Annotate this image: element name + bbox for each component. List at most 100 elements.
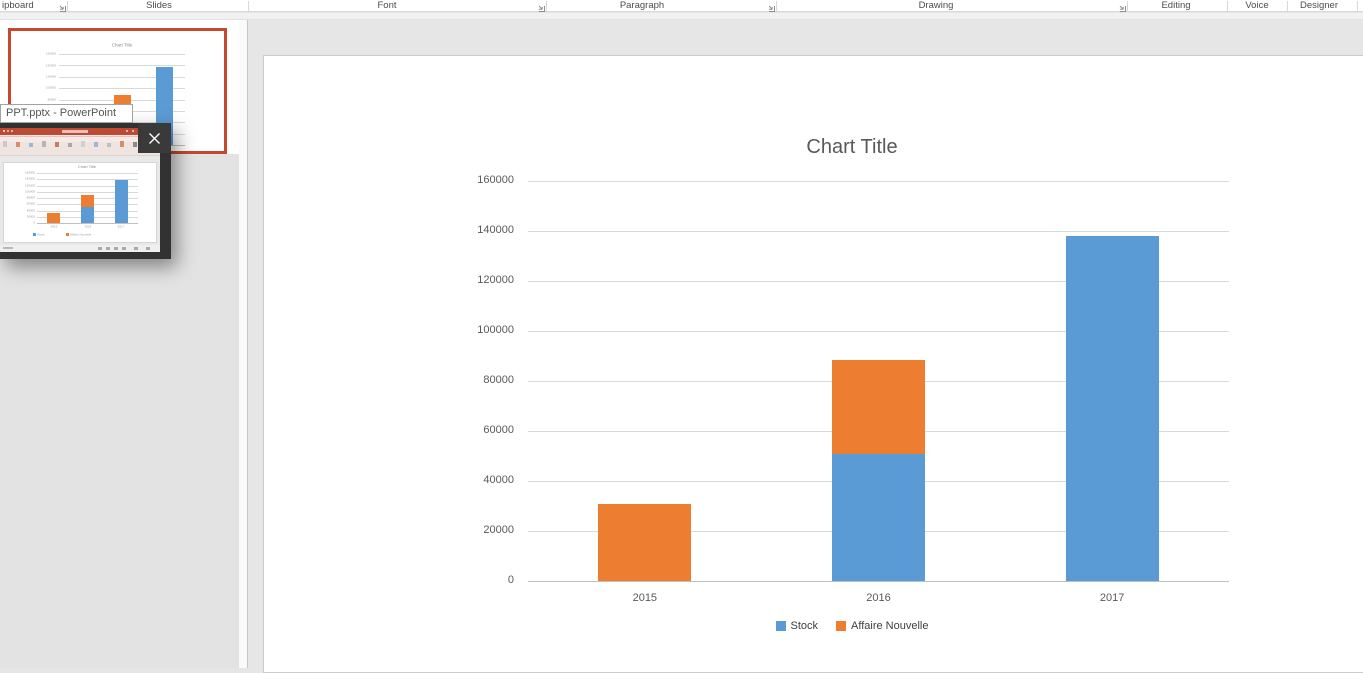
preview-decoration — [122, 247, 126, 250]
ribbon-group-label-editing: Editing — [1161, 0, 1191, 11]
thumbnail-pane-scrollbar[interactable] — [239, 20, 247, 668]
preview-close-button[interactable] — [138, 123, 171, 153]
preview-decoration — [7, 130, 9, 132]
y-axis-tick-label: 140000 — [477, 224, 514, 237]
ribbon-group-separator — [1287, 1, 1288, 11]
y-axis-tick-label: 160000 — [477, 174, 514, 187]
chart-gridline — [528, 181, 1229, 182]
y-axis-tick-label: 120000 — [477, 274, 514, 287]
legend-label: Stock — [790, 620, 819, 632]
chart-legend: Stock Affaire Nouvelle — [702, 620, 1002, 632]
y-axis-tick-label: 80000 — [26, 196, 35, 200]
chart-title: Chart Title — [77, 165, 97, 170]
y-axis-tick-label: 120000 — [24, 183, 35, 187]
bar-segment-stock[interactable] — [832, 453, 925, 581]
y-axis-tick-label: 0 — [33, 221, 35, 225]
legend-item-affaire-nouvelle: Affaire Nouvelle — [66, 229, 140, 240]
ribbon-group-label-voice: Voice — [1245, 0, 1269, 11]
legend-label: Affaire Nouvelle — [851, 620, 929, 632]
bar-segment-stock — [81, 207, 94, 223]
y-axis-tick-label: 140000 — [45, 63, 56, 67]
y-axis-tick-label: 20000 — [26, 214, 35, 219]
dialog-launcher-icon[interactable] — [1117, 1, 1128, 12]
ribbon-group-separator — [1127, 1, 1128, 11]
bar-segment-stock[interactable] — [1065, 236, 1159, 581]
ribbon-group-separator — [248, 1, 249, 11]
x-axis-category-label: 2016 — [84, 225, 91, 229]
taskbar-preview-popup[interactable]: Chart Title 0 20000 40000 60000 80000 100000 12… — [0, 123, 171, 259]
preview-decoration — [3, 141, 7, 147]
y-axis-tick-label: 60000 — [26, 202, 35, 206]
x-axis-category-label: 2016 — [866, 592, 891, 604]
y-axis-tick-label: 60000 — [483, 424, 514, 437]
y-axis-tick-label: 140000 — [24, 177, 35, 181]
ribbon-group-label-bar: ipboard Slides Font Paragraph Drawing Editing… — [0, 0, 1363, 12]
preview-decoration — [134, 247, 138, 250]
preview-ribbon — [0, 135, 160, 156]
bar-segment-affaire-nouvelle[interactable] — [598, 503, 692, 581]
legend-label: Affaire Nouvelle — [70, 232, 92, 237]
chart-gridline — [528, 281, 1229, 282]
chart-gridline — [528, 331, 1229, 332]
chart-gridline — [37, 191, 138, 193]
legend-swatch — [33, 233, 37, 236]
close-icon — [149, 132, 160, 144]
ribbon-group-label-slides: Slides — [146, 0, 172, 11]
preview-decoration — [55, 142, 59, 147]
bar-segment-affaire-nouvelle — [81, 195, 94, 208]
preview-decoration — [106, 247, 110, 250]
bar-segment-affaire-nouvelle — [47, 213, 61, 223]
preview-decoration — [146, 247, 150, 250]
preview-decoration — [68, 143, 72, 147]
preview-status-bar — [0, 245, 160, 252]
preview-decoration — [132, 130, 134, 132]
preview-decoration — [3, 247, 13, 249]
y-axis-tick-label: 40000 — [26, 208, 35, 212]
preview-decoration — [98, 247, 102, 250]
y-axis-tick-label: 80000 — [483, 374, 514, 387]
chart-title[interactable]: Chart Title — [806, 136, 898, 158]
dialog-launcher-icon[interactable] — [57, 1, 68, 12]
chart-gridline — [37, 173, 138, 174]
preview-decoration — [62, 130, 88, 133]
bar-segment-stock — [114, 179, 128, 223]
preview-decoration — [114, 247, 118, 250]
y-axis-tick-label: 160000 — [45, 52, 56, 56]
ribbon-group-label-font: Font — [377, 0, 397, 11]
ribbon-group-label-ipboard: ipboard — [2, 0, 34, 11]
preview-decoration — [107, 143, 111, 147]
y-axis-tick-label: 80000 — [47, 97, 56, 101]
dialog-launcher-icon[interactable] — [766, 1, 777, 12]
preview-decoration — [0, 136, 160, 137]
chart-gridline — [59, 76, 185, 78]
ribbon-group-separator — [546, 1, 547, 11]
dialog-launcher-icon[interactable] — [536, 1, 547, 12]
preview-decoration — [94, 142, 98, 147]
y-axis-tick-label: 120000 — [45, 74, 56, 79]
ribbon-group-label-designer: Designer — [1299, 0, 1339, 11]
legend-swatch — [66, 233, 70, 236]
legend-swatch — [775, 621, 786, 631]
slide-surface[interactable]: Chart Title 0 20000 40000 60000 80000 100000 12… — [263, 55, 1363, 673]
x-axis-category-label: 2015 — [50, 225, 58, 229]
taskbar-tooltip: PPT.pptx - PowerPoint — [0, 104, 133, 123]
ribbon-group-separator — [67, 1, 68, 11]
preview-decoration — [81, 141, 85, 147]
ribbon-bottom-strip — [0, 13, 1363, 20]
preview-decoration — [120, 141, 124, 147]
bar-segment-affaire-nouvelle[interactable] — [832, 359, 925, 454]
chart-title: Chart Title — [111, 43, 133, 48]
preview-decoration — [16, 142, 20, 147]
preview-decoration — [29, 143, 33, 147]
ribbon-group-label-paragraph: Paragraph — [619, 0, 665, 11]
chart-gridline — [528, 581, 1229, 582]
pane-splitter[interactable] — [247, 20, 248, 668]
chart-gridline — [59, 88, 185, 90]
chart-legend: Stock Affaire Nouvelle — [0, 229, 237, 240]
chart-gridline — [37, 179, 138, 181]
ribbon-group-separator — [1227, 1, 1228, 11]
preview-titlebar — [0, 128, 160, 135]
y-axis-tick-label: 100000 — [45, 86, 56, 90]
y-axis-tick-label: 20000 — [483, 524, 514, 537]
powerpoint-window-preview[interactable]: Chart Title 0 20000 40000 60000 80000 100000 12… — [0, 128, 160, 252]
